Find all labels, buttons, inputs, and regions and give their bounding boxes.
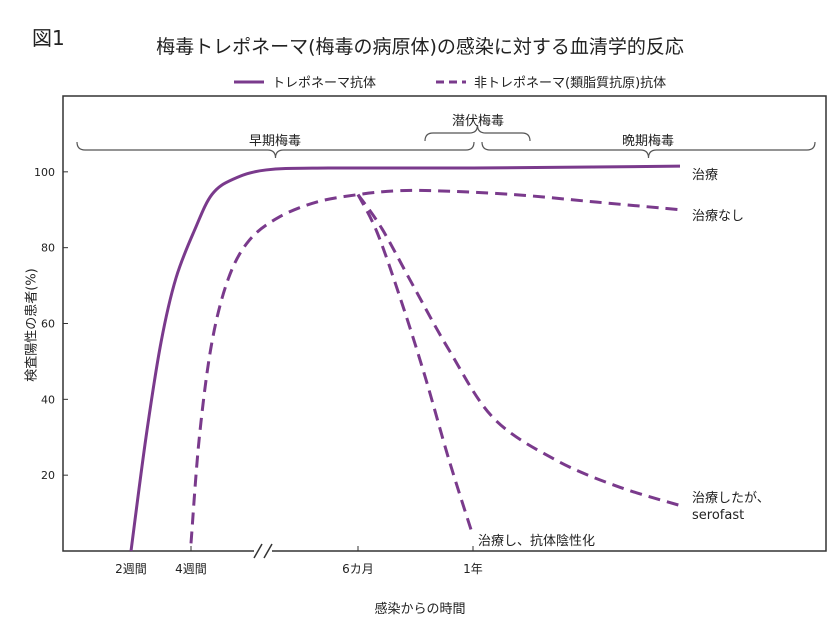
phase-label-early: 早期梅毒	[248, 134, 302, 149]
end-label-seronegative: 治療し、抗体陰性化	[478, 534, 596, 549]
end-label-untreated: 治療なし	[692, 209, 745, 224]
phase-brace-late	[481, 141, 816, 159]
figure-label: 図1	[32, 26, 65, 50]
x-tick-label: 6カ月	[342, 562, 374, 576]
legend-item-solid: トレポネーマ抗体	[232, 72, 376, 91]
legend-label-treponemal: トレポネーマ抗体	[272, 76, 377, 91]
series-line-nontrep_untreated	[189, 188, 681, 544]
legend-solid-line	[234, 80, 264, 83]
series-line-nontrep_serofast	[356, 193, 681, 507]
x-axis-label: 感染からの時間	[374, 602, 466, 617]
y-tick-label: 60	[41, 318, 55, 331]
y-tick-label: 100	[34, 166, 55, 179]
axis-break-mark	[263, 543, 273, 559]
legend-item-dashed: 非トレポネーマ(類脂質抗原)抗体	[434, 72, 666, 91]
y-tick-label: 40	[41, 393, 55, 406]
phase-label-late: 晩期梅毒	[621, 134, 675, 149]
phase-brace-latent	[424, 124, 531, 142]
y-tick-label: 80	[41, 242, 55, 255]
phase-brace-early	[76, 141, 475, 159]
axis-break-mark	[253, 543, 263, 559]
end-label-treated: 治療	[692, 168, 719, 183]
y-tick-label: 20	[41, 469, 55, 482]
x-tick-label: 4週間	[175, 562, 207, 576]
chart-title: 梅毒トレポネーマ(梅毒の病原体)の感染に対する血清学的反応	[156, 36, 684, 58]
series-line-treponemal	[129, 164, 681, 552]
axis-break-gap	[254, 545, 272, 557]
series-line-nontrep_negative	[356, 193, 475, 537]
end-label-serofast: 治療したが、 serofast	[692, 491, 770, 523]
x-tick-label: 1年	[463, 562, 483, 576]
legend: トレポネーマ抗体 非トレポネーマ(類脂質抗原)抗体	[232, 72, 666, 91]
y-axis-label: 検査陽性の患者(%)	[24, 268, 40, 382]
legend-dashed-line	[436, 80, 467, 83]
legend-label-nontreponemal: 非トレポネーマ(類脂質抗原)抗体	[474, 76, 667, 91]
phase-label-latent: 潜伏梅毒	[451, 114, 505, 129]
x-tick-label: 2週間	[115, 562, 147, 576]
